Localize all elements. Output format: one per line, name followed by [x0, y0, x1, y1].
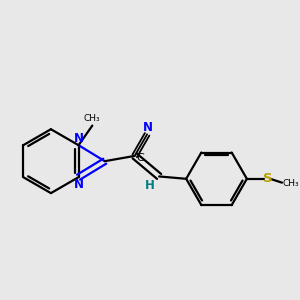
Text: C: C [136, 152, 144, 163]
Text: CH₃: CH₃ [282, 179, 299, 188]
Text: H: H [145, 179, 155, 192]
Text: N: N [143, 121, 153, 134]
Text: N: N [74, 132, 84, 145]
Text: S: S [263, 172, 273, 185]
Text: CH₃: CH₃ [84, 114, 101, 123]
Text: N: N [74, 178, 84, 191]
